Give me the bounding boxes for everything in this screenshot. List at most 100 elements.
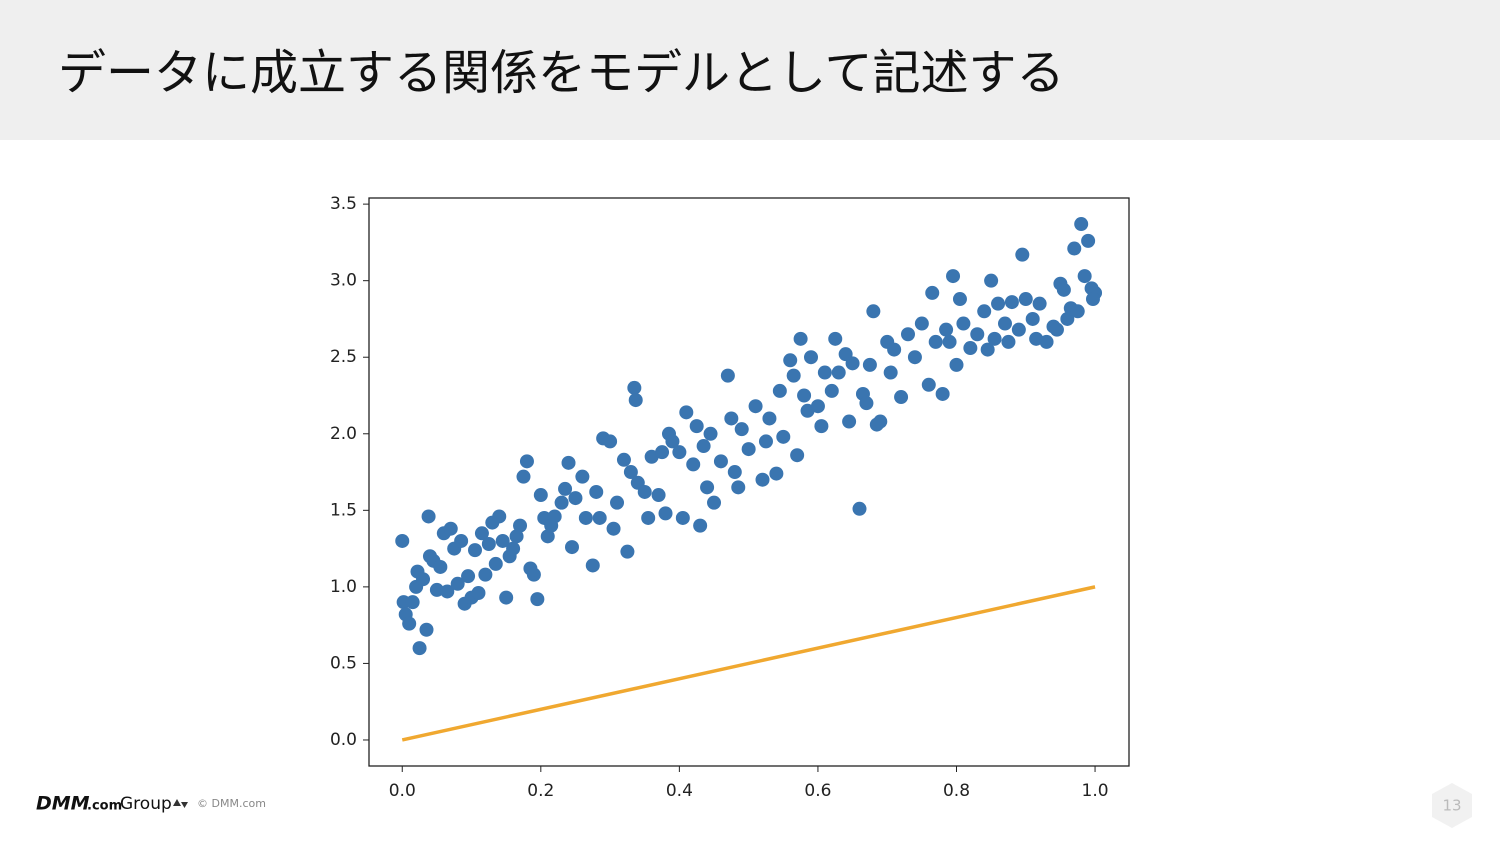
scatter-point	[991, 296, 1006, 311]
scatter-point	[506, 541, 521, 556]
scatter-point	[450, 576, 465, 591]
scatter-point	[540, 529, 555, 544]
scatter-point	[866, 304, 881, 319]
scatter-point	[412, 641, 427, 656]
scatter-point	[713, 454, 728, 469]
scatter-point	[471, 585, 486, 600]
scatter-point	[429, 582, 444, 597]
scatter-point	[942, 334, 957, 349]
scatter-point	[842, 414, 857, 429]
brand-main: DMM	[36, 793, 90, 815]
scatter-point	[679, 405, 694, 420]
y-tick-label: 2.0	[330, 424, 357, 444]
y-tick-label: 3.5	[330, 194, 357, 214]
scatter-point	[416, 572, 431, 587]
y-tick-label: 2.5	[330, 347, 357, 367]
scatter-point	[1032, 296, 1047, 311]
scatter-point	[755, 472, 770, 487]
scatter-point	[672, 445, 687, 460]
scatter-point	[707, 495, 722, 510]
scatter-point	[1074, 217, 1089, 232]
scatter-point	[665, 434, 680, 449]
brand-icon	[173, 799, 188, 808]
scatter-point	[980, 342, 995, 357]
scatter-point	[783, 353, 798, 368]
scatter-point	[1001, 334, 1016, 349]
scatter-point	[1070, 304, 1085, 319]
scatter-point	[513, 518, 528, 533]
scatter-point	[1067, 241, 1082, 256]
scatter-point	[970, 327, 985, 342]
scatter-point	[1011, 322, 1026, 337]
scatter-point	[914, 316, 929, 331]
scatter-point	[797, 388, 812, 403]
scatter-point	[887, 342, 902, 357]
plot-frame	[368, 197, 1130, 767]
scatter-point	[907, 350, 922, 365]
scatter-point	[762, 411, 777, 426]
scatter-point	[952, 292, 967, 307]
scatter-point	[547, 509, 562, 524]
scatter-point	[478, 567, 493, 582]
scatter-point	[440, 584, 455, 599]
scatter-point	[603, 434, 618, 449]
scatter-point	[554, 495, 569, 510]
scatter-point	[862, 357, 877, 372]
scatter-point	[845, 356, 860, 371]
scatter-point	[558, 481, 573, 496]
scatter-point	[741, 442, 756, 457]
scatter-point	[628, 393, 643, 408]
scatter-point	[769, 466, 784, 481]
scatter-point	[776, 429, 791, 444]
scatter-point	[1081, 233, 1096, 248]
scatter-point	[921, 377, 936, 392]
scatter-point	[481, 537, 496, 552]
x-tick-label: 1.0	[1082, 781, 1109, 801]
scatter-point	[810, 399, 825, 414]
scatter-point	[1060, 311, 1075, 326]
scatter-point	[578, 510, 593, 525]
scatter-point	[1049, 322, 1064, 337]
scatter-point	[956, 316, 971, 331]
y-tick-label: 1.5	[330, 500, 357, 520]
scatter-point	[724, 411, 739, 426]
scatter-point	[1015, 247, 1030, 262]
scatter-point	[641, 510, 656, 525]
scatter-point	[519, 454, 534, 469]
scatter-point	[894, 390, 909, 405]
scatter-point	[748, 399, 763, 414]
scatter-point	[997, 316, 1012, 331]
scatter-point	[516, 469, 531, 484]
scatter-point	[873, 414, 888, 429]
scatter-point	[592, 510, 607, 525]
scatter-point	[419, 622, 434, 637]
scatter-point	[561, 455, 576, 470]
scatter-point	[852, 501, 867, 516]
scatter-point	[790, 448, 805, 463]
scatter-point	[817, 365, 832, 380]
scatter-point	[949, 357, 964, 372]
scatter-point	[883, 365, 898, 380]
scatter-point	[1056, 282, 1071, 297]
page-badge	[1432, 783, 1472, 828]
scatter-point	[734, 422, 749, 437]
copyright: © DMM.com	[197, 797, 266, 810]
scatter-point	[977, 304, 992, 319]
scatter-point	[530, 592, 545, 607]
scatter-point	[575, 469, 590, 484]
scatter-point	[824, 383, 839, 398]
scatter-point	[814, 419, 829, 434]
scatter-point	[675, 510, 690, 525]
scatter-point	[585, 558, 600, 573]
scatter-point	[731, 480, 746, 495]
scatter-point	[939, 322, 954, 337]
scatter-point	[700, 480, 715, 495]
scatter-point	[946, 269, 961, 284]
scatter-point	[658, 506, 673, 521]
x-tick-label: 0.6	[804, 781, 831, 801]
scatter-point	[828, 331, 843, 346]
scatter-point	[1085, 292, 1100, 307]
scatter-point	[606, 521, 621, 536]
y-tick-label: 1.0	[330, 577, 357, 597]
scatter-point	[900, 327, 915, 342]
